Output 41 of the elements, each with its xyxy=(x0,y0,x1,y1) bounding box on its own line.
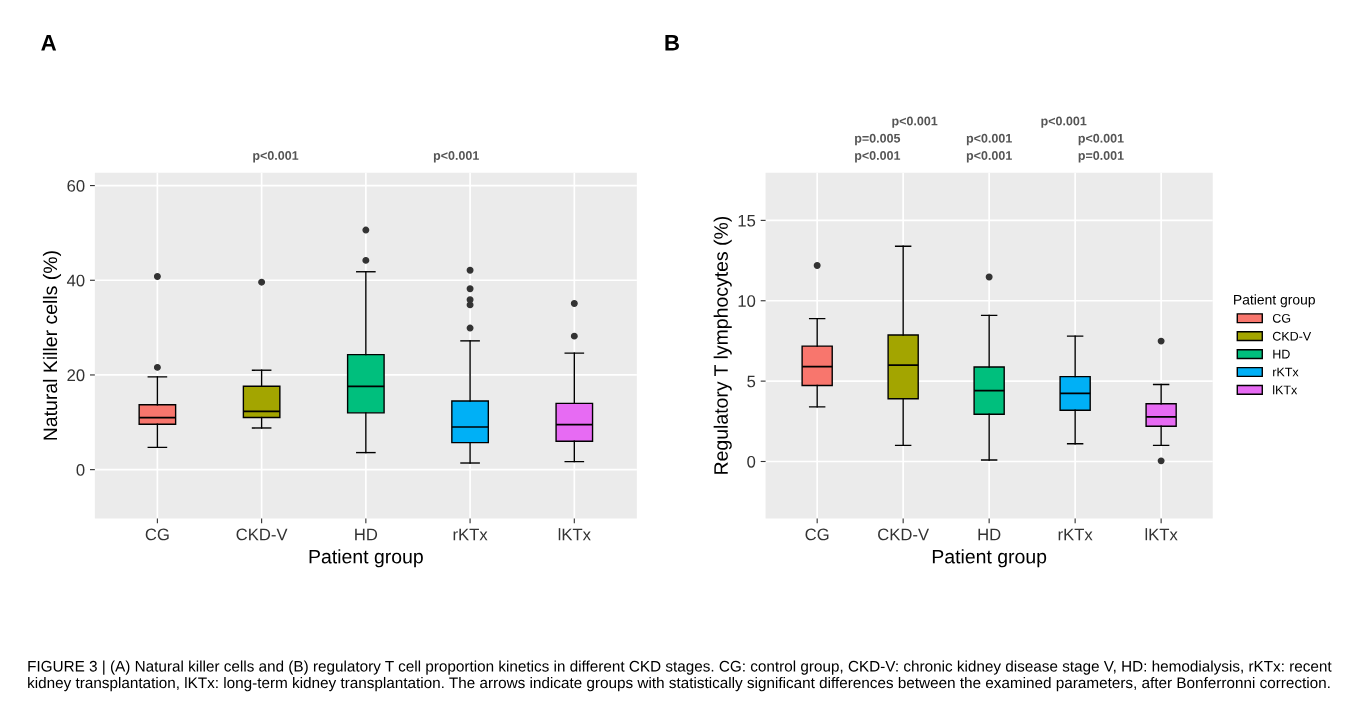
text: p<0.001 xyxy=(1078,133,1124,146)
chart-title: A xyxy=(41,35,57,51)
chart-title: B xyxy=(665,35,679,51)
y-tick-label: 0 xyxy=(76,464,85,476)
text: p=0.005 xyxy=(855,133,901,146)
legend-label: CKD-V xyxy=(1272,331,1312,341)
y-tick-label: 0 xyxy=(747,455,756,468)
x-tick-label: CG xyxy=(805,528,829,541)
x-tick-label: CG xyxy=(145,528,169,541)
y-tick-label: 10 xyxy=(738,295,756,307)
x-tick-label: CKD-V xyxy=(878,528,930,541)
text: p<0.001 xyxy=(892,116,938,128)
y-tick-label: 60 xyxy=(67,179,85,192)
x-tick-label: rKTx xyxy=(453,528,488,541)
x-tick-label: rKTx xyxy=(1058,528,1093,541)
y-axis-title: Natural Killer cells (%) xyxy=(42,251,62,440)
text: p<0.001 xyxy=(253,151,299,163)
text: p<0.001 xyxy=(966,151,1012,163)
y-tick-label: 40 xyxy=(66,274,85,287)
text: p<0.001 xyxy=(1041,116,1087,128)
legend-title: Patient group xyxy=(1234,294,1315,308)
x-tick-label: HD xyxy=(978,528,1001,541)
text: p<0.001 xyxy=(855,151,901,163)
legend-label: CG xyxy=(1272,313,1291,323)
text: p<0.001 xyxy=(966,133,1012,146)
legend-label: lKTx xyxy=(1273,385,1298,395)
text: p=0.001 xyxy=(1078,151,1124,163)
x-axis-title: Patient group xyxy=(932,549,1047,568)
caption: FIGURE 3 | (A) Natural killer cells and (B) regulatory T cell proportion kinetics in different CKD stages. CG: control group, CKD-V: chronic kidney disease stage V, HD: hemodialysis, rKTx: recent kidney transplantation, lKTx: long-term kidney transplantation. The arrows indicate groups with statistically significant differences between the examined parameters, after Bonferronni correction. xyxy=(28,660,1332,692)
y-tick-label: 5 xyxy=(747,375,756,388)
legend-label: HD xyxy=(1273,349,1290,359)
x-tick-label: HD xyxy=(355,528,378,541)
legend-label: rKTx xyxy=(1273,367,1299,377)
x-tick-label: lKTx xyxy=(558,528,591,541)
y-tick-label: 15 xyxy=(738,214,756,227)
x-tick-label: lKTx xyxy=(1145,528,1178,541)
y-tick-label: 20 xyxy=(67,369,85,382)
y-axis-title: Regulatory T lymphocytes (%) xyxy=(713,216,732,474)
x-axis-title: Patient group xyxy=(309,549,423,568)
text: p<0.001 xyxy=(433,151,479,163)
x-tick-label: CKD-V xyxy=(236,528,288,541)
